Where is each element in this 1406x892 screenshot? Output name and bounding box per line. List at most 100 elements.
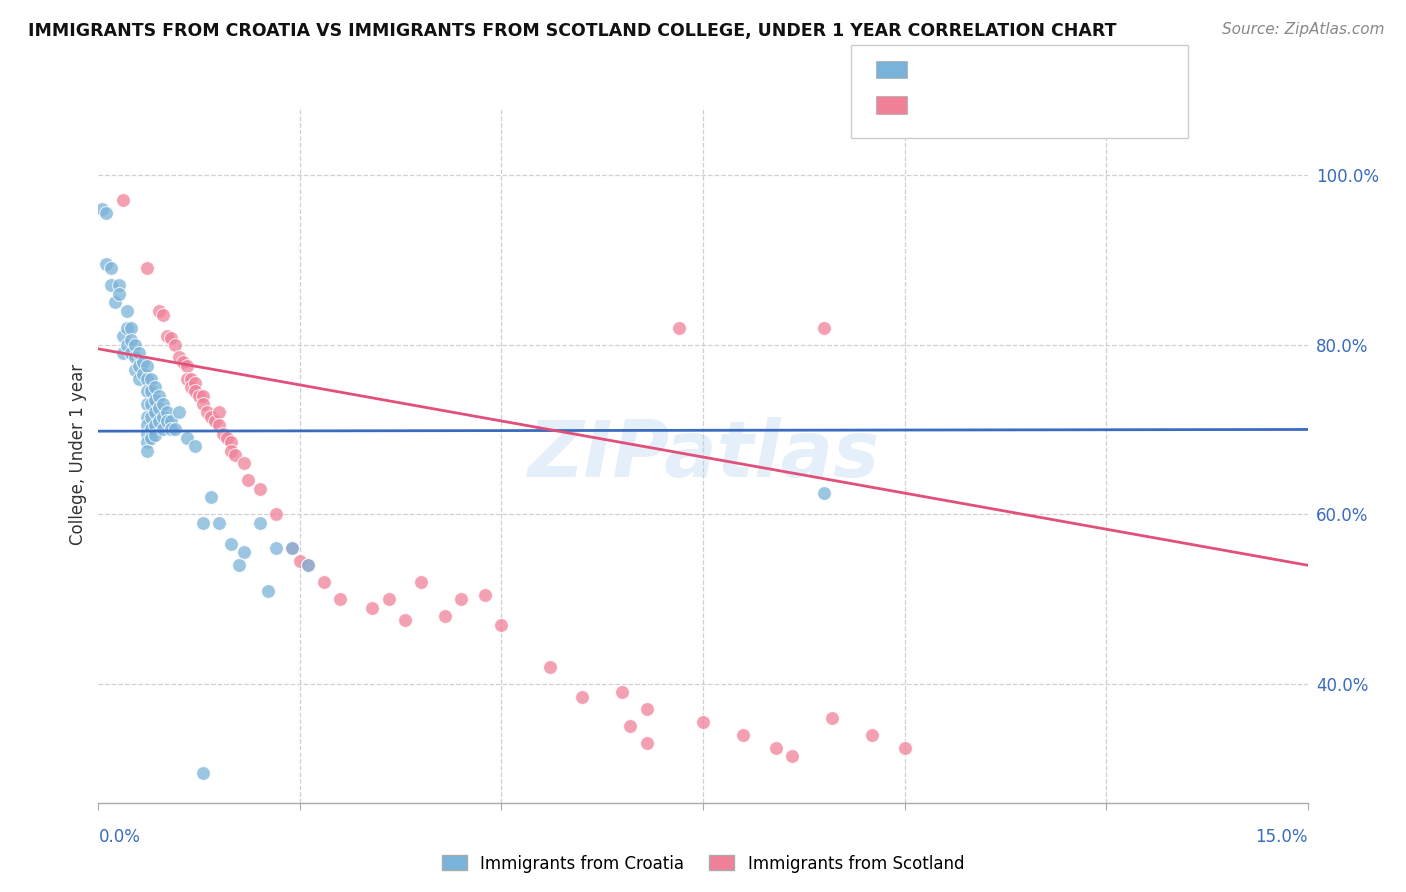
- Text: N =: N =: [1002, 95, 1042, 112]
- Point: [176, 359, 198, 373]
- Point: [668, 320, 690, 334]
- Point: [135, 397, 157, 411]
- Point: [135, 426, 157, 441]
- Point: [208, 516, 231, 530]
- Point: [135, 384, 157, 399]
- Point: [163, 422, 186, 436]
- Point: [111, 194, 134, 208]
- Point: [111, 329, 134, 343]
- Point: [163, 337, 186, 351]
- Point: [571, 690, 593, 704]
- Point: [409, 575, 432, 590]
- Point: [314, 575, 336, 590]
- Point: [139, 422, 162, 436]
- Point: [193, 388, 215, 402]
- Point: [249, 482, 271, 496]
- Point: [297, 558, 319, 573]
- Point: [128, 346, 150, 360]
- Point: [188, 388, 211, 402]
- Point: [636, 702, 658, 716]
- Point: [184, 384, 207, 399]
- Point: [160, 414, 183, 428]
- Point: [860, 728, 883, 742]
- Point: [139, 384, 162, 399]
- Point: [264, 508, 287, 522]
- Point: [434, 609, 457, 624]
- Point: [152, 422, 174, 436]
- Point: [256, 583, 278, 598]
- Point: [135, 261, 157, 276]
- Point: [148, 388, 170, 402]
- Point: [232, 545, 254, 559]
- Point: [193, 516, 215, 530]
- Point: [232, 457, 254, 471]
- Text: 0.002: 0.002: [945, 59, 995, 77]
- Point: [152, 308, 174, 322]
- Point: [115, 320, 138, 334]
- Point: [143, 405, 166, 419]
- Point: [152, 397, 174, 411]
- Point: [100, 261, 122, 276]
- Point: [160, 422, 183, 436]
- Point: [200, 491, 222, 505]
- Point: [264, 541, 287, 556]
- Point: [195, 405, 218, 419]
- Text: Source: ZipAtlas.com: Source: ZipAtlas.com: [1222, 22, 1385, 37]
- Point: [135, 409, 157, 424]
- Point: [139, 397, 162, 411]
- Point: [128, 371, 150, 385]
- Point: [619, 719, 641, 733]
- Point: [813, 486, 835, 500]
- Point: [135, 435, 157, 450]
- Point: [143, 428, 166, 442]
- Point: [224, 448, 246, 462]
- Point: [184, 439, 207, 453]
- Text: -0.195: -0.195: [945, 95, 1002, 112]
- Point: [115, 337, 138, 351]
- Point: [377, 592, 399, 607]
- Point: [132, 354, 155, 368]
- Point: [167, 405, 190, 419]
- Text: 77: 77: [1031, 59, 1053, 77]
- Point: [96, 206, 118, 220]
- Point: [167, 351, 190, 365]
- Point: [139, 409, 162, 424]
- Point: [821, 711, 844, 725]
- Point: [152, 409, 174, 424]
- Point: [156, 414, 179, 428]
- Point: [176, 371, 198, 385]
- Point: [120, 320, 142, 334]
- Point: [193, 397, 215, 411]
- Point: [249, 516, 271, 530]
- Point: [208, 405, 231, 419]
- Point: [491, 617, 513, 632]
- Point: [204, 414, 226, 428]
- Point: [100, 278, 122, 293]
- Text: R =: R =: [912, 95, 952, 112]
- Point: [692, 715, 714, 730]
- Point: [281, 541, 304, 556]
- Point: [160, 331, 183, 345]
- Point: [297, 558, 319, 573]
- Point: [132, 368, 155, 382]
- Point: [221, 537, 243, 551]
- Text: N =: N =: [1002, 59, 1042, 77]
- Point: [124, 363, 146, 377]
- Point: [228, 558, 250, 573]
- Point: [765, 740, 787, 755]
- Text: 65: 65: [1031, 95, 1053, 112]
- Point: [208, 418, 231, 433]
- Point: [893, 740, 915, 755]
- Text: 15.0%: 15.0%: [1256, 829, 1308, 847]
- Point: [135, 371, 157, 385]
- Point: [176, 431, 198, 445]
- Point: [200, 409, 222, 424]
- Point: [107, 286, 129, 301]
- Point: [813, 320, 835, 334]
- Point: [120, 346, 142, 360]
- Point: [143, 392, 166, 407]
- Y-axis label: College, Under 1 year: College, Under 1 year: [69, 364, 87, 546]
- Point: [139, 371, 162, 385]
- Point: [538, 660, 561, 674]
- Point: [120, 334, 142, 348]
